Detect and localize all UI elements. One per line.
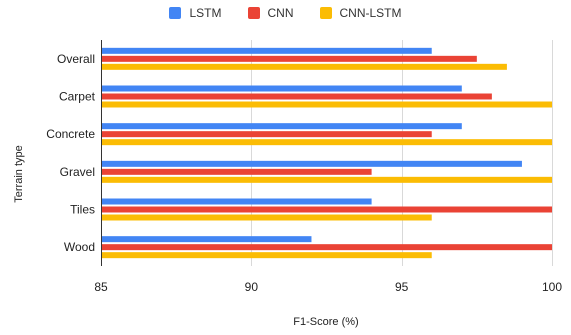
bar-overall-lstm	[102, 47, 432, 54]
bar-carpet-lstm	[102, 85, 462, 92]
bar-gravel-lstm	[102, 160, 522, 167]
legend-label-cnn: CNN	[267, 6, 294, 20]
bar-concrete-lstm	[102, 123, 462, 130]
chart-legend: LSTM CNN CNN-LSTM	[0, 6, 571, 20]
bar-tiles-lstm	[102, 198, 372, 205]
legend-swatch-cnn-lstm	[319, 7, 332, 19]
bar-concrete-cnn	[102, 131, 432, 138]
x-tick-label: 90	[245, 280, 259, 294]
bar-wood-lstm	[102, 236, 312, 243]
bar-carpet-cnn-lstm	[102, 101, 552, 108]
y-axis-title: Terrain type	[13, 145, 25, 202]
x-tick-label: 100	[542, 280, 562, 294]
category-label: Carpet	[59, 90, 96, 104]
x-axis-title: F1-Score (%)	[293, 316, 358, 328]
legend-label-cnn-lstm: CNN-LSTM	[339, 6, 402, 20]
bar-wood-cnn-lstm	[102, 252, 432, 259]
bar-overall-cnn	[102, 55, 477, 62]
x-tick-label: 95	[395, 280, 409, 294]
bar-tiles-cnn-lstm	[102, 214, 432, 221]
bar-wood-cnn	[102, 244, 552, 251]
legend-item-cnn: CNN	[247, 6, 294, 20]
category-labels: Overall Carpet Concrete Gravel Tiles Wood	[46, 52, 95, 254]
category-label: Concrete	[46, 127, 95, 141]
bar-carpet-cnn	[102, 93, 492, 100]
category-label: Overall	[57, 52, 95, 66]
legend-swatch-cnn	[247, 7, 260, 19]
legend-label-lstm: LSTM	[189, 6, 222, 20]
gridlines	[101, 40, 553, 266]
legend-swatch-lstm	[169, 7, 182, 19]
bars	[102, 47, 552, 259]
x-tick-labels: 85 90 95 100	[94, 280, 562, 294]
bar-concrete-cnn-lstm	[102, 139, 552, 146]
bar-overall-cnn-lstm	[102, 63, 507, 70]
category-label: Gravel	[60, 165, 95, 179]
x-tick-label: 85	[94, 280, 108, 294]
category-label: Wood	[64, 240, 95, 254]
bar-gravel-cnn-lstm	[102, 176, 552, 183]
category-label: Tiles	[70, 203, 95, 217]
legend-item-cnn-lstm: CNN-LSTM	[319, 6, 402, 20]
bar-tiles-cnn	[102, 206, 552, 213]
bar-gravel-cnn	[102, 168, 372, 175]
legend-item-lstm: LSTM	[169, 6, 222, 20]
